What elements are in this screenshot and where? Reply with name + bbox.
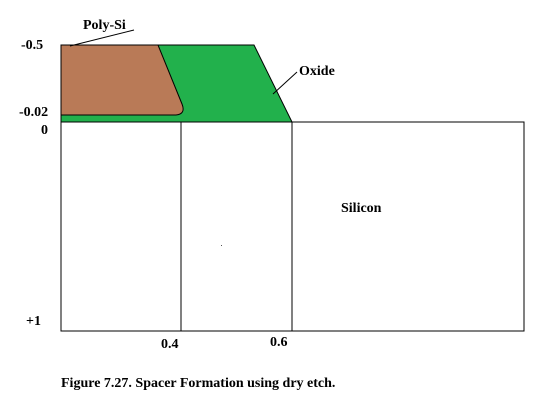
silicon-label: Silicon: [341, 201, 382, 216]
oxide-leader: [272, 71, 298, 95]
x-tick-label: 0.4: [161, 337, 179, 352]
speck: [221, 245, 222, 246]
y-tick-label: -0.5: [21, 38, 44, 53]
y-tick-label: +1: [26, 314, 41, 329]
poly-si-label: Poly-Si: [83, 18, 126, 33]
poly-si-leader: [69, 29, 135, 47]
poly-si-gate: [60, 44, 184, 116]
x-tick-label: 0.6: [270, 335, 288, 350]
y-tick-label: 0: [41, 123, 48, 138]
oxide-label: Oxide: [299, 64, 335, 79]
figure-caption: Figure 7.27. Spacer Formation using dry …: [61, 376, 336, 391]
y-tick-label: -0.02: [19, 105, 49, 120]
